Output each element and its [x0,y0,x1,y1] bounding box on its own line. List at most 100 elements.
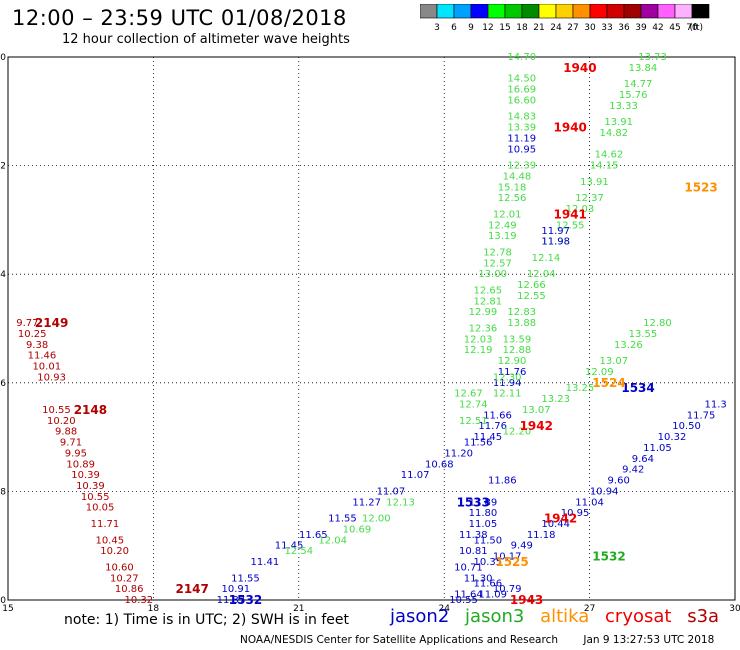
wave-height-value: 10.35 [473,557,502,568]
lat-tick-label: -58 [0,487,6,497]
lat-tick-label: -52 [0,162,6,172]
wave-height-value: 12.01 [493,209,522,220]
wave-height-value: 10.81 [459,546,488,557]
color-swatch-label: 15 [499,23,510,32]
legend-s3a: s3a [687,606,720,627]
color-swatch-label: 27 [567,23,578,32]
wave-height-value: 11.3 [704,400,726,411]
wave-height-value: 10.01 [32,362,61,373]
wave-height-value: 12.81 [473,296,502,307]
legend-altika: altika [540,606,590,627]
wave-height-value: 13.91 [604,117,633,128]
wave-height-value: 10.44 [541,519,570,530]
wave-height-value: 13.88 [507,318,536,329]
wave-height-value: 10.05 [86,503,115,514]
pass-time-label: 1534 [621,381,654,395]
wave-height-value: 11.09 [478,590,507,601]
pass-time-label: 2147 [175,582,208,596]
wave-height-value: 10.55 [81,492,110,503]
wave-height-value: 12.99 [469,307,498,318]
pass-time-label: 1532 [229,593,262,607]
wave-height-value: 10.60 [105,562,134,573]
wave-height-value: 9.42 [622,465,644,476]
lon-tick-label: 18 [148,604,160,614]
pass-time-label: 1525 [495,555,528,569]
wave-height-value: 10.95 [507,144,536,155]
wave-height-value: 11.55 [231,573,260,584]
wave-height-value: 10.86 [115,584,144,595]
page-title: 12:00 – 23:59 UTC 01/08/2018 [12,6,347,30]
wave-height-value: 10.20 [100,546,129,557]
wave-height-value: 10.94 [590,486,619,497]
wave-height-value: 14.82 [600,128,629,139]
color-swatch-label: 18 [516,23,528,32]
wave-height-value: 14.83 [507,112,536,123]
wave-height-value: 11.04 [575,497,604,508]
wave-height-value: 11.41 [251,557,280,568]
pass-time-label: 1532 [592,550,625,564]
pass-time-label: 1941 [554,207,587,221]
wave-height-value: 12.03 [464,334,493,345]
color-swatch [691,4,710,19]
wave-height-value: 11.98 [541,237,570,248]
footer-org: NOAA/NESDIS Center for Satellite Applica… [240,634,558,646]
wave-height-value: 12.54 [284,546,313,557]
color-scale-bar: 3 6 9 12 15 18 21 24 27 30 33 36 39 42 45 70(ft) [420,4,710,32]
wave-height-value: 13.23 [541,394,570,405]
color-swatch-label: 70 [686,23,698,32]
page-subtitle: 12 hour collection of altimeter wave hei… [62,32,350,47]
wave-height-value: 10.55 [42,405,71,416]
wave-height-value: 10.50 [672,421,701,432]
lon-tick-label: 27 [584,604,595,614]
legend-jason3: jason3 [465,606,525,627]
wave-height-value: 12.20 [503,427,532,438]
wave-height-value: 11.45 [473,432,502,443]
pass-time-label: 1940 [563,61,596,75]
wave-height-value: 12.37 [575,193,604,204]
color-swatch-label: 21 [533,23,544,32]
wave-height-value: 12.13 [386,497,415,508]
wave-height-value: 9.77 [16,318,38,329]
wave-height-value: 12.88 [503,345,532,356]
wave-height-value: 11.46 [28,351,57,362]
color-swatch-label: 9 [468,23,474,32]
wave-height-value: 9.95 [65,448,87,459]
wave-height-value: 11.05 [643,443,672,454]
wave-height-value: 16.69 [507,85,536,96]
wave-height-value: 11.07 [377,486,406,497]
pass-time-label: 1942 [520,419,553,433]
wave-height-value: 12.03 [566,204,595,215]
wave-height-value: 13.07 [522,405,551,416]
wave-height-value: 10.32 [125,595,154,606]
wave-height-value: 12.83 [507,307,536,318]
wave-height-value: 14.77 [624,79,653,90]
wave-height-value: 10.39 [76,481,105,492]
wave-height-value: 10.25 [18,329,47,340]
wave-height-value: 15.18 [498,182,527,193]
color-swatch-label: 6 [451,23,457,32]
wave-height-value: 9.38 [26,340,48,351]
wave-height-value: 11.30 [464,573,493,584]
lat-tick-label: -54 [0,270,6,280]
footer-timestamp: Jan 9 13:27:53 UTC 2018 [583,634,715,646]
lon-tick-label: 24 [438,604,450,614]
wave-height-value: 10.79 [493,584,522,595]
wave-height-value: 15.76 [619,90,648,101]
wave-height-value: 12.55 [556,220,585,231]
wave-height-value: 11.50 [473,535,502,546]
wave-height-value: 13.07 [600,356,629,367]
wave-height-value: 10.68 [425,459,454,470]
wave-height-value: 14.15 [590,161,619,172]
legend-jason2: jason2 [390,606,450,627]
wave-height-value: 13.59 [503,334,532,345]
wave-height-value: 10.17 [493,552,522,563]
pass-time-label: 2148 [74,403,107,417]
wave-height-value: 12.09 [585,367,614,378]
wave-height-value: 11.55 [328,514,357,525]
pass-time-label: 2149 [35,316,68,330]
wave-height-value: 13.39 [507,123,536,134]
wave-height-value: 11.71 [91,519,120,530]
wave-height-value: 12.80 [643,318,672,329]
pass-time-label: 1523 [684,180,717,194]
